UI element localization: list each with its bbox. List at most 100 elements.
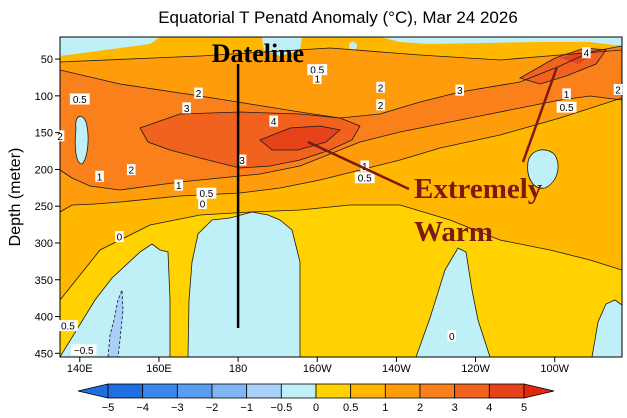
y-tick-label: 300 <box>35 238 53 250</box>
contour-label-bg <box>71 344 97 356</box>
region-neg-top-west <box>60 37 160 56</box>
contour-label: 0.5 <box>310 66 324 77</box>
contour-line <box>527 149 559 189</box>
contour-labels: 0.512232410.523430.521210.5010.500.5−0.5… <box>55 47 623 357</box>
contour-label: 2 <box>378 83 384 94</box>
contour-line <box>60 243 171 357</box>
contour-line <box>60 204 622 301</box>
contour-label-bg <box>194 87 203 99</box>
contour-label: 1 <box>564 90 570 101</box>
contour-label: 0.5 <box>199 189 213 200</box>
contour-label-bg <box>582 47 591 59</box>
chart-title: Equatorial T Penatd Anomaly (°C), Mar 24… <box>158 8 518 27</box>
contour-label: −0.5 <box>74 346 94 357</box>
colorbar-swatch <box>419 383 456 399</box>
contour-line <box>591 299 622 357</box>
colorbar-swatch <box>280 383 317 399</box>
region-neg-far-east <box>592 300 622 357</box>
contour-label: 2 <box>57 132 63 143</box>
colorbar-swatch <box>211 383 248 399</box>
contour-label-bg <box>312 72 322 84</box>
contour-label-bg <box>95 170 104 182</box>
region-neg-dot <box>349 42 357 50</box>
contour-label-bg <box>376 81 385 93</box>
y-tick-label: 200 <box>35 164 53 176</box>
contour-label-bg <box>354 172 375 184</box>
region-neg-top-east <box>380 37 622 46</box>
y-tick-label: 350 <box>35 275 53 287</box>
contour-label: 0 <box>449 332 455 343</box>
contour-line <box>60 97 622 213</box>
colorbar-label: −2 <box>206 402 219 414</box>
contour-label-bg <box>447 330 457 342</box>
colorbar-label: 3 <box>452 402 458 414</box>
colorbar-swatch <box>488 383 525 399</box>
region-neg-west <box>60 244 170 357</box>
x-tick-label: 160E <box>146 363 172 375</box>
plot-frame <box>59 36 623 358</box>
y-tick-label: 50 <box>41 54 53 66</box>
contour-line <box>60 47 622 63</box>
x-tick-label: 180 <box>229 363 247 375</box>
contour-label-bg <box>556 101 577 113</box>
contour-label: 0.5 <box>560 103 574 114</box>
contour-label: 1 <box>314 74 320 85</box>
contour-label-bg <box>182 102 191 114</box>
colorbar-swatch <box>142 383 178 399</box>
colorbar-label: 2 <box>417 402 423 414</box>
colorbar-swatch <box>315 383 352 399</box>
colorbar-swatch <box>176 383 213 399</box>
colorbar-label: −5 <box>102 402 115 414</box>
contour-label: 2 <box>378 101 384 112</box>
warm-pointer-east <box>521 66 559 163</box>
colorbar-swatch <box>384 383 421 399</box>
x-tick-label: 140W <box>382 363 411 375</box>
contour-label-bg <box>376 99 385 111</box>
contour-label-bg <box>55 130 65 142</box>
contour-line <box>139 111 361 169</box>
contour-label-bg <box>126 164 136 176</box>
colorbar-label: 5 <box>521 402 527 414</box>
extremely-warm-line1: Extremely <box>414 173 543 205</box>
contour-label: 1 <box>97 172 103 183</box>
y-axis-ticks: 50 100 150 200 250 300 350 400 450 <box>35 54 60 360</box>
y-tick-label: 250 <box>35 201 53 213</box>
x-tick-label: 120W <box>461 363 490 375</box>
contour-label: 0 <box>117 233 123 244</box>
colorbar-label: −0.5 <box>270 402 292 414</box>
x-axis-ticks: 140E 160E 180 160W 140W 120W 100W <box>67 357 570 375</box>
colorbar-label: −1 <box>240 402 253 414</box>
contour-label: 3 <box>184 104 190 115</box>
contour-label-bg <box>455 84 465 96</box>
colorbar-extend-low <box>77 383 109 399</box>
colorbar-label: −4 <box>136 402 149 414</box>
contour-label-bg <box>307 64 328 76</box>
contour-label-bg <box>115 231 124 243</box>
contour-label-bg <box>237 154 247 166</box>
contour-line <box>259 125 341 151</box>
x-tick-label: 100W <box>540 363 569 375</box>
region-neg-east <box>416 248 490 357</box>
y-axis-label: Depth (meter) <box>7 148 24 247</box>
colorbar-label: 0 <box>313 402 319 414</box>
contour-label: 0.5 <box>61 322 75 333</box>
contour-label: 3 <box>239 156 245 167</box>
colorbar-label: −3 <box>171 402 184 414</box>
contour-line <box>60 95 622 191</box>
contour-line <box>74 115 89 165</box>
contour-label-bg <box>174 179 184 191</box>
contour-line <box>415 247 491 357</box>
colorbar-label: 0.5 <box>343 402 358 414</box>
x-tick-label: 140E <box>67 363 93 375</box>
region-neg-blob-west <box>75 116 89 164</box>
colorbar-swatch <box>454 383 490 399</box>
contour-line <box>187 211 301 357</box>
contour-label-bg <box>613 83 623 95</box>
contour-label: 4 <box>584 49 590 60</box>
contour-label: 4 <box>271 117 277 128</box>
contour-label: 2 <box>615 85 621 96</box>
region-neg-west-deeper <box>108 290 123 357</box>
contour-label: 0 <box>200 199 206 210</box>
contour-label: 0.5 <box>73 95 87 106</box>
